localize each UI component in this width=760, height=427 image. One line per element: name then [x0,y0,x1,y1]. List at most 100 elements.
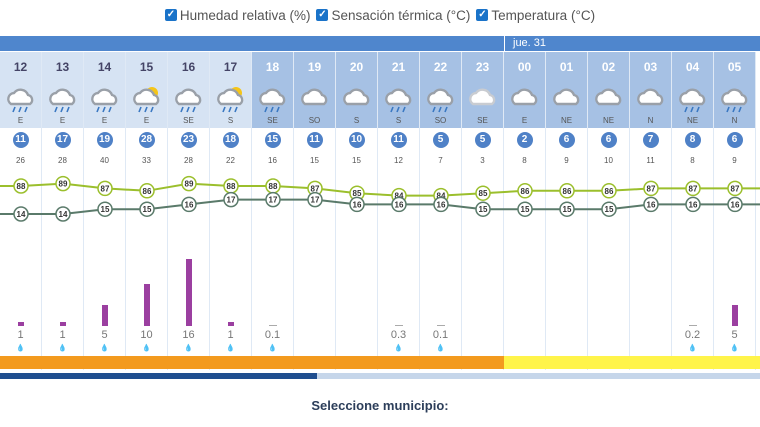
wind-speed-badge: 28 [138,132,155,148]
wind-gust: 22 [226,156,235,165]
hour-label: 16 [168,52,209,78]
hour-column[interactable]: 20 S 10 15 [336,52,378,370]
precip-amount: 1 [227,329,234,341]
checkbox-checked-icon[interactable]: ✓ [316,9,329,21]
hour-column[interactable]: 15 E 28 33 10 💧 [126,52,168,370]
wind-gust: 26 [16,156,25,165]
hour-label: 04 [672,52,713,78]
hour-column[interactable]: 05 N 6 9 5 💧 [714,52,756,370]
wind-gust: 16 [268,156,277,165]
hour-label: 19 [294,52,335,78]
sun-rain-icon [214,84,248,119]
hour-column[interactable]: 14 E 19 40 5 💧 [84,52,126,370]
risk-band-yellow [504,356,760,369]
rain-cloud-icon [256,84,290,119]
cloud-icon [550,84,584,119]
precip-bar [394,325,403,326]
hour-column[interactable]: 00 E 2 8 [504,52,546,370]
scrollbar-thumb[interactable] [0,373,317,379]
cloud-icon [634,84,668,119]
hour-column[interactable]: 12 E 11 26 1 💧 [0,52,42,370]
toggle-temperatura-label: Temperatura (°C) [491,7,596,23]
precip-bar [227,321,234,326]
hour-label: 18 [252,52,293,78]
hour-column[interactable]: 04 NE 8 8 0.2 💧 [672,52,714,370]
rain-cloud-icon [718,84,752,119]
wind-gust: 9 [564,156,569,165]
precip-bar [436,325,445,326]
wind-gust: 7 [438,156,443,165]
precip-bar [731,305,738,326]
rain-drops-icon: 💧 [142,345,151,352]
wind-direction: NE [560,116,573,125]
weather-icon-cell [336,78,377,128]
wind-speed-badge: 11 [12,132,29,148]
toggle-humedad[interactable]: ✓ Humedad relativa (%) [164,8,310,23]
hour-column[interactable]: 17 S 18 22 1 💧 [210,52,252,370]
wind-speed-badge: 17 [54,132,71,148]
wind-gust: 8 [690,156,695,165]
wind-direction: E [101,116,108,125]
wind-speed-badge: 5 [432,132,449,148]
hour-column[interactable]: 22 SO 5 7 0.1 💧 [420,52,462,370]
weather-icon-cell [294,78,335,128]
hour-column[interactable]: 13 E 17 28 1 💧 [42,52,84,370]
wind-direction: S [227,116,234,125]
hour-column[interactable]: 23 SE 5 3 [462,52,504,370]
hour-label: 23 [462,52,503,78]
hour-column[interactable]: 02 NE 6 10 [588,52,630,370]
wind-speed-badge: 6 [558,132,575,148]
hour-column[interactable]: 21 S 11 12 0.3 💧 [378,52,420,370]
toggle-temperatura[interactable]: ✓ Temperatura (°C) [476,8,595,23]
checkbox-checked-icon[interactable]: ✓ [164,9,177,21]
wind-direction: SE [183,116,194,125]
wind-gust: 3 [480,156,485,165]
wind-direction: E [521,116,528,125]
hour-column[interactable]: 18 SE 15 16 0.1 💧 [252,52,294,370]
rain-drops-icon: 💧 [184,345,193,352]
rain-cloud-icon [172,84,206,119]
checkbox-checked-icon[interactable]: ✓ [476,9,489,21]
wind-gust: 40 [100,156,109,165]
wind-direction: NE [602,116,615,125]
precip-amount: 0.1 [264,329,281,341]
wind-speed-badge: 2 [516,132,533,148]
wind-direction: SO [308,116,321,125]
hour-column[interactable]: 19 SO 11 15 [294,52,336,370]
wind-gust: 11 [646,156,655,165]
toggle-sensacion[interactable]: ✓ Sensación térmica (°C) [316,8,470,23]
rain-cloud-icon [88,84,122,119]
cloud-icon [592,84,626,119]
hour-column[interactable]: 01 NE 6 9 [546,52,588,370]
wind-gust: 8 [522,156,527,165]
weather-icon-cell [126,78,167,128]
hour-column[interactable]: 16 SE 23 28 16 💧 [168,52,210,370]
precip-amount: 5 [101,329,108,341]
precip-bar [17,321,24,326]
wind-gust: 15 [310,156,319,165]
hour-label: 01 [546,52,587,78]
weather-icon-cell [252,78,293,128]
wind-gust: 12 [394,156,403,165]
weather-icon-cell [378,78,419,128]
weather-icon-cell [546,78,587,128]
wind-gust: 15 [352,156,361,165]
rain-drops-icon: 💧 [58,345,67,352]
wind-gust: 28 [58,156,67,165]
cloud-icon [466,84,500,119]
scrollbar-track[interactable] [0,373,760,379]
cloud-icon [508,84,542,119]
precip-amount: 1 [17,329,24,341]
wind-direction: N [647,116,654,125]
precip-amount: 0.3 [390,329,407,341]
weather-icon-cell [420,78,461,128]
wind-speed-badge: 11 [390,132,407,148]
rain-cloud-icon [424,84,458,119]
wind-speed-badge: 8 [684,132,701,148]
wind-direction: SE [477,116,488,125]
hour-label: 12 [0,52,41,78]
wind-direction: E [17,116,24,125]
hour-column[interactable]: 03 N 7 11 [630,52,672,370]
rain-drops-icon: 💧 [226,345,235,352]
precip-amount: 0.2 [684,329,701,341]
